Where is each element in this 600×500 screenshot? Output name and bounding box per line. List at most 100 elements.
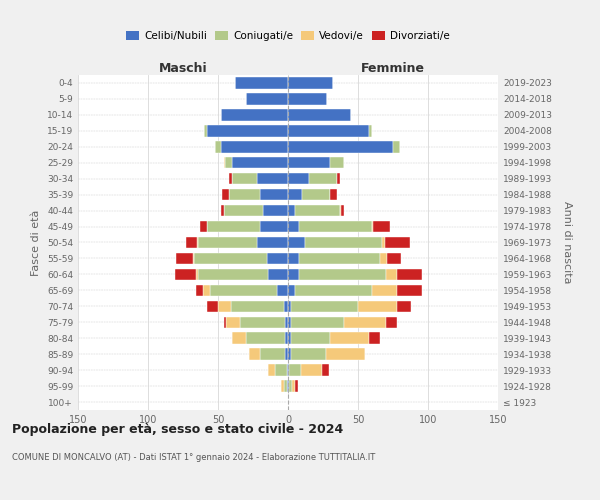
Bar <box>291 348 326 360</box>
Bar <box>322 364 329 376</box>
Bar <box>288 348 291 360</box>
Bar <box>176 252 193 264</box>
Bar <box>385 237 410 248</box>
Bar <box>215 141 221 152</box>
Bar <box>196 284 203 296</box>
Bar <box>291 316 344 328</box>
Bar <box>288 237 305 248</box>
Bar <box>288 284 295 296</box>
Bar <box>288 252 299 264</box>
Bar <box>207 221 260 232</box>
Bar <box>386 268 397 280</box>
Bar <box>232 157 288 168</box>
Bar <box>232 173 257 184</box>
Bar <box>288 157 330 168</box>
Bar <box>292 380 295 392</box>
Bar <box>330 332 369 344</box>
Bar <box>287 380 288 392</box>
Bar <box>388 252 401 264</box>
Bar <box>288 125 369 136</box>
Bar <box>358 300 397 312</box>
Bar <box>291 332 330 344</box>
Bar <box>263 205 288 216</box>
Bar <box>299 252 380 264</box>
Bar <box>344 316 386 328</box>
Bar <box>207 300 218 312</box>
Bar <box>193 252 194 264</box>
Y-axis label: Fasce di età: Fasce di età <box>31 210 41 276</box>
Bar <box>285 316 288 328</box>
Bar <box>249 348 260 360</box>
Bar <box>309 173 337 184</box>
Bar <box>260 221 288 232</box>
Bar <box>386 316 397 328</box>
Bar <box>199 268 268 280</box>
Bar <box>372 284 397 296</box>
Bar <box>224 316 226 328</box>
Text: Maschi: Maschi <box>158 62 208 75</box>
Bar <box>224 157 225 168</box>
Bar <box>268 364 275 376</box>
Bar <box>288 380 289 392</box>
Bar <box>340 205 341 216</box>
Bar <box>380 252 388 264</box>
Bar <box>288 141 393 152</box>
Bar <box>229 173 232 184</box>
Bar <box>330 189 337 200</box>
Bar <box>382 237 385 248</box>
Bar <box>221 109 288 120</box>
Bar <box>186 237 197 248</box>
Bar <box>289 380 292 392</box>
Bar <box>326 348 365 360</box>
Bar <box>207 125 288 136</box>
Text: Femmine: Femmine <box>361 62 425 75</box>
Bar <box>175 268 196 280</box>
Bar <box>284 380 287 392</box>
Bar <box>246 332 285 344</box>
Bar <box>199 237 257 248</box>
Bar <box>260 348 285 360</box>
Bar <box>285 348 288 360</box>
Bar <box>288 221 299 232</box>
Bar <box>288 300 291 312</box>
Bar <box>295 205 340 216</box>
Bar <box>337 173 340 184</box>
Bar <box>373 221 390 232</box>
Bar <box>218 300 230 312</box>
Bar <box>221 141 288 152</box>
Bar <box>222 189 229 200</box>
Bar <box>288 77 333 88</box>
Bar <box>230 300 284 312</box>
Bar <box>209 284 277 296</box>
Bar <box>277 284 288 296</box>
Bar <box>224 205 263 216</box>
Bar <box>288 93 327 104</box>
Bar <box>288 205 295 216</box>
Bar <box>197 237 199 248</box>
Bar <box>369 332 380 344</box>
Bar <box>288 173 309 184</box>
Bar <box>397 284 422 296</box>
Bar <box>281 380 284 392</box>
Bar <box>229 189 260 200</box>
Bar <box>267 252 288 264</box>
Bar <box>268 268 288 280</box>
Bar <box>241 316 285 328</box>
Bar <box>397 300 411 312</box>
Bar <box>246 93 288 104</box>
Bar <box>302 189 330 200</box>
Bar <box>288 332 291 344</box>
Bar <box>225 157 232 168</box>
Bar <box>372 221 373 232</box>
Bar <box>232 332 246 344</box>
Bar <box>369 125 372 136</box>
Bar <box>289 364 301 376</box>
Bar <box>260 189 288 200</box>
Bar <box>305 237 382 248</box>
Bar <box>341 205 344 216</box>
Bar <box>284 300 288 312</box>
Bar <box>330 157 344 168</box>
Bar <box>397 268 422 280</box>
Bar <box>257 173 288 184</box>
Bar <box>203 284 209 296</box>
